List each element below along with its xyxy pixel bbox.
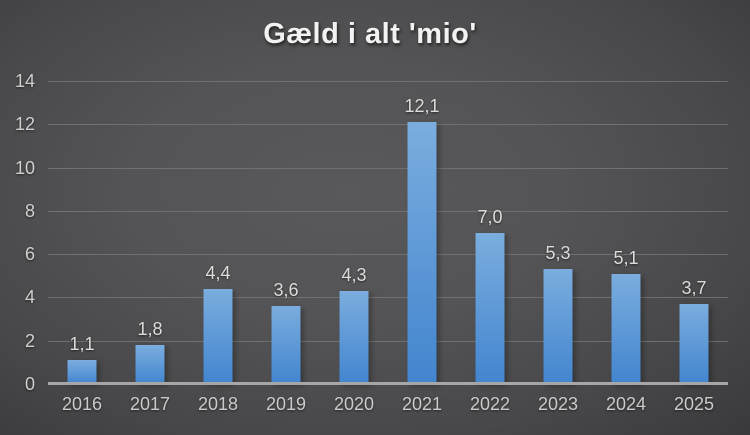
bar-2019 xyxy=(271,306,301,384)
gridline xyxy=(48,124,728,126)
x-axis-label: 2024 xyxy=(605,394,647,414)
bar-slot: 1,1 xyxy=(48,81,116,384)
bar-2025 xyxy=(679,303,709,384)
x-axis-label: 2025 xyxy=(673,394,715,414)
y-axis-tick-label: 10 xyxy=(14,157,35,178)
bar-value-label: 1,8 xyxy=(137,319,163,340)
bar-slot: 4,4 xyxy=(184,81,252,384)
bar-slot: 3,6 xyxy=(252,81,320,384)
bar-2016 xyxy=(67,360,97,384)
y-axis-tick-label: 0 xyxy=(24,374,35,394)
bar-2024 xyxy=(611,273,641,384)
x-axis-label: 2019 xyxy=(265,394,307,414)
bar-value-label: 5,1 xyxy=(613,247,639,268)
x-axis-label: 2020 xyxy=(333,394,375,414)
bar-slot: 1,8 xyxy=(116,81,184,384)
gridline xyxy=(48,340,728,342)
x-axis-label: 2016 xyxy=(61,394,103,414)
gridline xyxy=(48,81,728,82)
x-axis-line xyxy=(48,382,728,385)
bar-value-label: 3,7 xyxy=(681,277,707,298)
bar-value-label: 1,1 xyxy=(69,334,95,355)
bar-2017 xyxy=(135,345,165,384)
y-axis-tick-label: 4 xyxy=(24,287,35,308)
x-axis: 2016 2017 2018 2019 2020 2021 2022 2023 2024 2025 xyxy=(48,395,728,413)
x-axis-label: 2021 xyxy=(401,394,443,414)
y-axis-tick-label: 6 xyxy=(24,244,35,265)
x-axis-label: 2023 xyxy=(537,394,579,414)
y-axis-tick-label: 8 xyxy=(24,200,35,221)
bar-value-label: 7,0 xyxy=(477,206,503,227)
bar-2020 xyxy=(339,290,369,384)
bar-value-label: 5,3 xyxy=(545,243,571,264)
bar-2018 xyxy=(203,288,233,384)
gridline xyxy=(48,210,728,212)
bar-2022 xyxy=(475,232,505,384)
bar-slot: 5,1 xyxy=(592,81,660,384)
gridline xyxy=(48,254,728,256)
y-axis-tick-label: 2 xyxy=(24,330,35,351)
gridline xyxy=(48,297,728,299)
x-axis-label: 2017 xyxy=(129,394,171,414)
x-axis-label: 2022 xyxy=(469,394,511,414)
bar-2021 xyxy=(407,122,437,384)
x-axis-label: 2018 xyxy=(197,394,239,414)
bar-value-label: 4,4 xyxy=(205,262,231,283)
bar-value-label: 12,1 xyxy=(404,96,440,117)
bar-value-label: 4,3 xyxy=(341,264,367,285)
bar-slot: 5,3 xyxy=(524,81,592,384)
bars-layer: 1,1 1,8 4,4 3,6 4,3 12,1 7,0 5,3 5,1 3,7 xyxy=(48,81,728,384)
bar-value-label: 3,6 xyxy=(273,280,299,301)
gridline xyxy=(48,167,728,169)
plot-area: 0 2 4 6 8 10 12 14 1,1 1,8 4,4 3,6 4,3 12,1 7,0 5,3 5,1… xyxy=(15,72,728,413)
y-axis-tick-label: 12 xyxy=(14,114,35,135)
bar-slot: 4,3 xyxy=(320,81,388,384)
bar-slot: 3,7 xyxy=(660,81,728,384)
bar-slot: 7,0 xyxy=(456,81,524,384)
bar-slot: 12,1 xyxy=(388,81,456,384)
y-axis-tick-label: 14 xyxy=(14,71,35,91)
bar-2023 xyxy=(543,269,573,384)
chart-title: Gæld i alt 'mio' xyxy=(263,18,477,50)
